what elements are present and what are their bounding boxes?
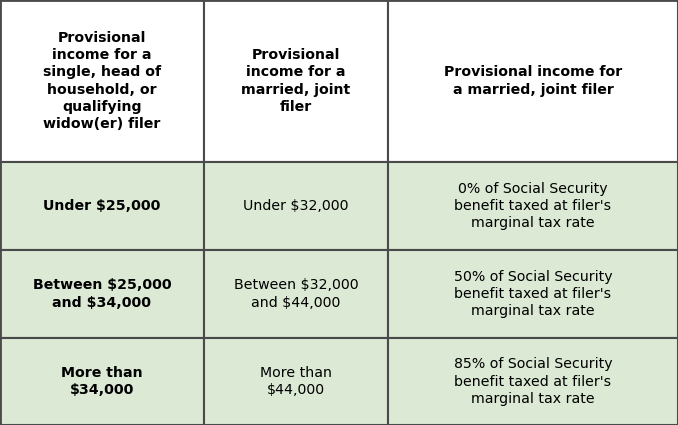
- Bar: [388, 0, 678, 162]
- Bar: [204, 338, 388, 425]
- Text: Provisional
income for a
single, head of
household, or
qualifying
widow(er) file: Provisional income for a single, head of…: [43, 31, 161, 131]
- Bar: [0, 338, 204, 425]
- Bar: [388, 162, 678, 250]
- Bar: [204, 0, 388, 162]
- Text: 85% of Social Security
benefit taxed at filer's
marginal tax rate: 85% of Social Security benefit taxed at …: [454, 357, 612, 406]
- Text: Under $25,000: Under $25,000: [43, 199, 161, 213]
- Text: 50% of Social Security
benefit taxed at filer's
marginal tax rate: 50% of Social Security benefit taxed at …: [454, 270, 612, 318]
- Text: More than
$44,000: More than $44,000: [260, 366, 332, 397]
- Bar: [0, 162, 204, 250]
- Bar: [204, 250, 388, 338]
- Bar: [388, 338, 678, 425]
- Bar: [204, 162, 388, 250]
- Text: Under $32,000: Under $32,000: [243, 199, 348, 213]
- Text: Between $25,000
and $34,000: Between $25,000 and $34,000: [33, 278, 172, 310]
- Bar: [388, 250, 678, 338]
- Bar: [0, 250, 204, 338]
- Text: Provisional income for
a married, joint filer: Provisional income for a married, joint …: [444, 65, 622, 96]
- Text: Provisional
income for a
married, joint
filer: Provisional income for a married, joint …: [241, 48, 351, 114]
- Text: More than
$34,000: More than $34,000: [61, 366, 143, 397]
- Text: Between $32,000
and $44,000: Between $32,000 and $44,000: [234, 278, 358, 310]
- Text: 0% of Social Security
benefit taxed at filer's
marginal tax rate: 0% of Social Security benefit taxed at f…: [454, 182, 612, 230]
- Bar: [0, 0, 204, 162]
